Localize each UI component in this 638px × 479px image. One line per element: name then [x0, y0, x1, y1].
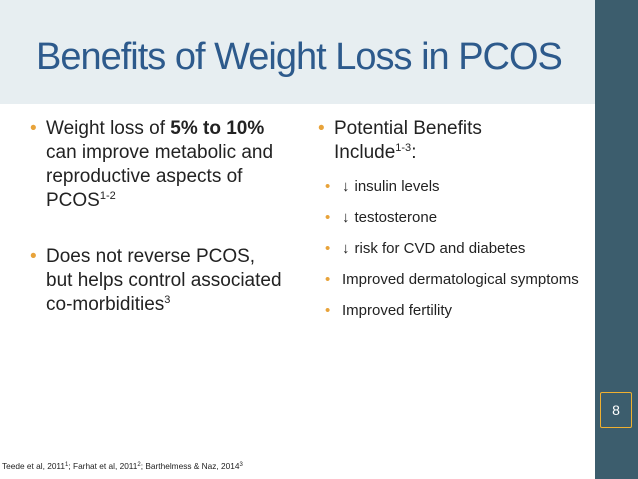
bullet-dot: •: [325, 302, 331, 319]
sub-bullet-cvd: • ↓ risk for CVD and diabetes: [318, 233, 542, 264]
bullet-dot: •: [30, 246, 37, 267]
bullet-text-pre: Weight loss of: [46, 118, 171, 139]
citation-c: ; Barthelmess & Naz, 2014: [140, 461, 240, 471]
bullet-suffix: :: [411, 142, 417, 163]
sub-bullet-text: testosterone: [354, 209, 438, 226]
citation-b: ; Farhat et al, 2011: [68, 461, 138, 471]
citation-c-ref: 3: [239, 462, 243, 468]
sub-bullet-insulin: • ↓ insulin levels: [318, 171, 598, 202]
sub-bullet-testosterone: • ↓ testosterone: [318, 202, 598, 233]
sub-bullet-dermatological: • Improved dermatological symptoms: [318, 264, 600, 295]
bullet-text-post: can improve metabolic and reproductive a…: [46, 142, 274, 211]
down-arrow-icon: ↓: [342, 240, 350, 257]
left-column: • Weight loss of 5% to 10% can improve m…: [30, 117, 282, 317]
down-arrow-icon: ↓: [342, 209, 350, 226]
bullet-not-reverse: • Does not reverse PCOS, but helps contr…: [30, 245, 282, 317]
bullet-dot: •: [325, 240, 331, 257]
citation-ref: 3: [164, 294, 171, 306]
citation-b-ref: 2: [137, 462, 141, 468]
citation-footer: Teede et al, 20111; Farhat et al, 20112;…: [2, 461, 602, 471]
down-arrow-icon: ↓: [342, 178, 350, 195]
citation-a: Teede et al, 2011: [2, 461, 66, 471]
bullet-weight-loss: • Weight loss of 5% to 10% can improve m…: [30, 117, 282, 213]
bullet-potential-benefits: • Potential Benefits Include1-3:: [318, 117, 554, 165]
sub-bullet-text: Improved dermatological symptoms: [342, 271, 579, 288]
bullet-dot: •: [325, 178, 331, 195]
citation-ref: 1-2: [99, 190, 116, 202]
right-column: • Potential Benefits Include1-3: • ↓ insu…: [318, 117, 598, 326]
title-band: [0, 0, 595, 104]
slide-title: Benefits of Weight Loss in PCOS: [36, 36, 563, 78]
sub-bullet-text: insulin levels: [354, 178, 440, 195]
bullet-dot: •: [325, 271, 331, 288]
citation-ref: 1-3: [395, 142, 412, 154]
bullet-dot: •: [318, 118, 325, 139]
sub-bullet-text: Improved fertility: [342, 302, 453, 319]
bullet-text: Does not reverse PCOS, but helps control…: [46, 246, 282, 315]
sub-bullet-text: risk for CVD and diabetes: [354, 240, 526, 257]
bullet-dot: •: [30, 118, 37, 139]
bullet-text-bold: 5% to 10%: [170, 118, 265, 139]
sub-bullet-fertility: • Improved fertility: [318, 295, 598, 326]
page-number: 8: [600, 392, 632, 428]
bullet-dot: •: [325, 209, 331, 226]
citation-a-ref: 1: [65, 462, 69, 468]
bullet-text: Potential Benefits Include: [334, 118, 482, 163]
